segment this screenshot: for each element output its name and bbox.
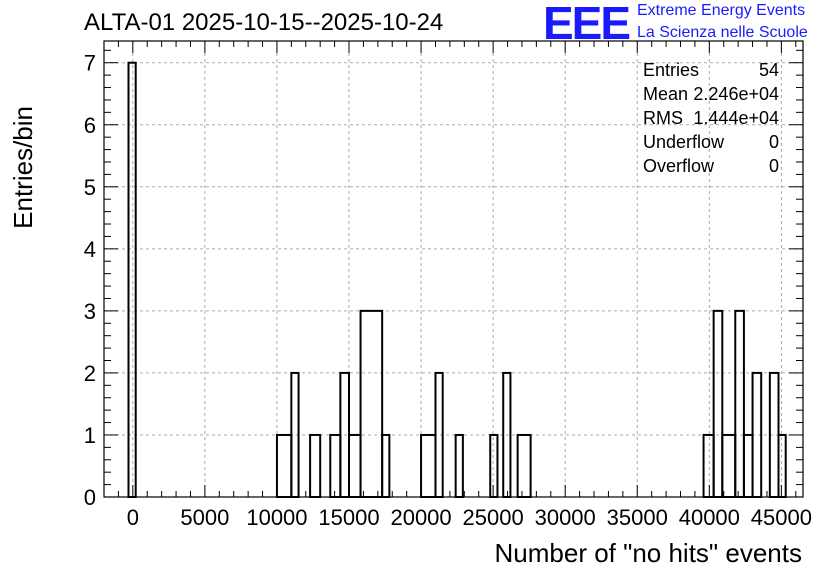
histogram-bin-28 <box>777 433 787 499</box>
stats-rms-label: RMS <box>643 108 683 128</box>
histogram-bin-19 <box>516 433 532 499</box>
histogram-bin-24 <box>742 433 754 499</box>
histogram-bin-10 <box>381 433 391 499</box>
logo-line-2: La Scienza nelle Scuole <box>637 24 808 41</box>
stats-mean-value: 2.246e+04 <box>693 84 779 104</box>
x-tick-label-1: 5000 <box>180 505 229 530</box>
y-axis-label: Entries/bin <box>8 106 38 229</box>
plot-frame <box>103 40 804 498</box>
histogram-bin-11 <box>420 433 437 499</box>
stats-row-underflow: Underflow 0 <box>643 132 779 156</box>
histogram-bin-21 <box>712 309 724 499</box>
x-axis-label: Number of "no hits" events <box>494 538 803 568</box>
x-tick-label-9: 45000 <box>751 505 812 530</box>
stats-row-overflow: Overflow 0 <box>643 156 779 180</box>
y-tick-label-3: 3 <box>84 299 96 324</box>
stats-entries-label: Entries <box>643 60 700 80</box>
y-tick-label-4: 4 <box>84 237 96 262</box>
histogram-bin-8 <box>348 433 362 499</box>
y-tick-label-5: 5 <box>84 175 96 200</box>
y-tick-label-7: 7 <box>84 51 96 76</box>
histogram-bin-1 <box>275 433 293 499</box>
eee-logo: EEE <box>543 0 631 49</box>
logo-line-1: Extreme Energy Events <box>637 2 806 19</box>
histogram-bin-0 <box>127 61 137 498</box>
stats-entries-value: 54 <box>758 60 779 80</box>
x-tick-label-2: 10000 <box>246 505 307 530</box>
histogram-bin-23 <box>734 309 745 499</box>
x-tick-label-8: 40000 <box>679 505 740 530</box>
stats-row-entries: Entries 54 <box>643 60 779 84</box>
x-tick-label-4: 20000 <box>390 505 451 530</box>
y-tick-label-2: 2 <box>84 361 96 386</box>
y-tick-label-6: 6 <box>84 113 96 138</box>
chart-title: ALTA-01 2025-10-15--2025-10-24 <box>84 9 444 36</box>
histogram-bin-6 <box>329 433 342 499</box>
stats-underflow-value: 0 <box>768 132 779 152</box>
x-tick-label-7: 35000 <box>607 505 668 530</box>
histogram-bin-22 <box>721 433 737 499</box>
histogram-bin-4 <box>309 433 322 499</box>
histogram-bin-20 <box>702 433 715 499</box>
x-tick-label-3: 15000 <box>318 505 379 530</box>
stats-row-rms: RMS 1.444e+04 <box>643 108 779 132</box>
histogram-bin-14 <box>454 433 464 499</box>
stats-underflow-label: Underflow <box>643 132 725 152</box>
y-tick-label-0: 0 <box>84 485 96 510</box>
histogram-bin-9 <box>359 309 384 499</box>
y-tick-label-1: 1 <box>84 423 96 448</box>
stats-box: Entries 54 Mean 2.246e+04 RMS 1.444e+04 … <box>643 60 779 180</box>
x-tick-label-6: 30000 <box>535 505 596 530</box>
x-tick-label-0: 0 <box>127 505 139 530</box>
stats-overflow-value: 0 <box>768 156 779 176</box>
stats-mean-label: Mean <box>643 84 689 104</box>
histogram-bin-15 <box>489 433 499 499</box>
stats-rms-value: 1.444e+04 <box>693 108 779 128</box>
stats-overflow-label: Overflow <box>643 156 715 176</box>
x-tick-label-5: 25000 <box>463 505 524 530</box>
stats-row-mean: Mean 2.246e+04 <box>643 84 779 108</box>
